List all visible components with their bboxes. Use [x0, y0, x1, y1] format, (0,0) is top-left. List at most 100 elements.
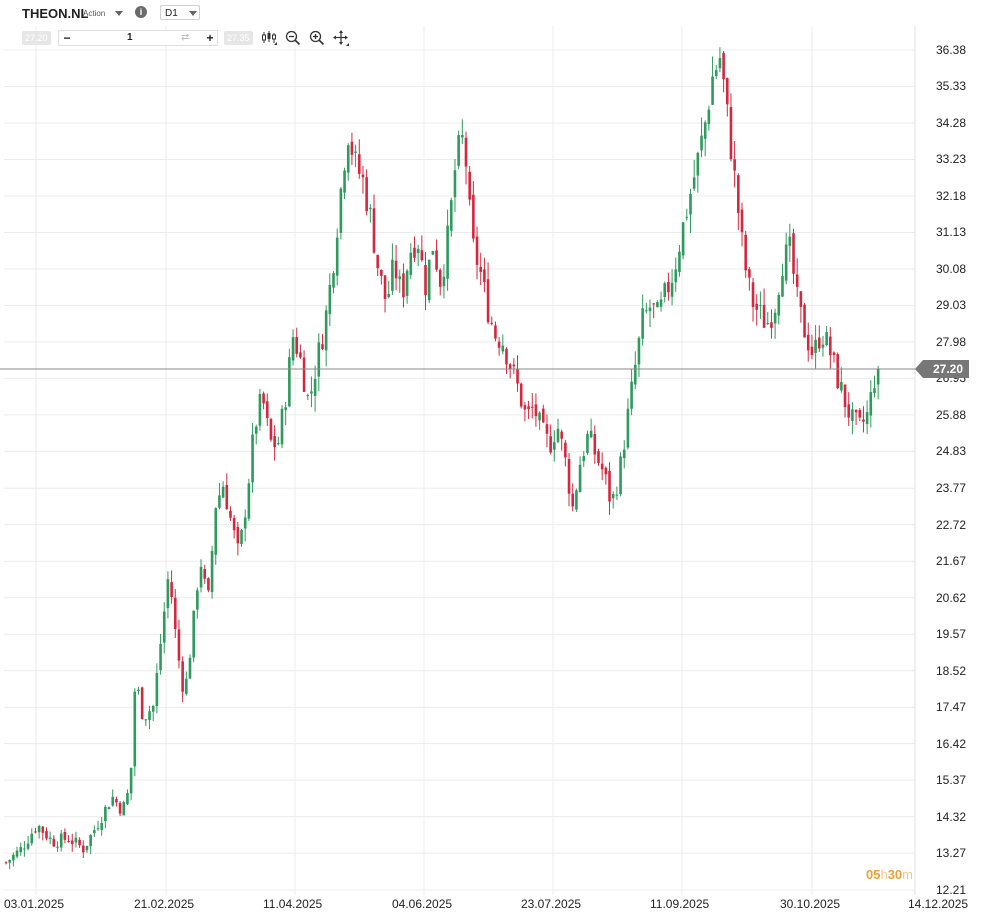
sell-price-button[interactable]: 27.20 — [22, 31, 51, 45]
candle-up — [700, 135, 703, 151]
candle-down — [755, 303, 759, 310]
candle-up — [148, 711, 151, 721]
candle-down — [729, 106, 733, 160]
candle-up — [151, 705, 155, 712]
candle-up — [630, 381, 633, 409]
candle-down — [472, 194, 475, 239]
candle-up — [685, 216, 689, 218]
y-tick-label: 15.37 — [935, 773, 966, 788]
candle-up — [703, 122, 707, 139]
candle-up — [821, 344, 825, 348]
candle-down — [357, 154, 361, 174]
candle-down — [365, 177, 368, 212]
candle-down — [652, 303, 655, 305]
candle-up — [93, 830, 96, 834]
candle-up — [104, 806, 107, 822]
candle-up — [126, 792, 129, 805]
candle-down — [508, 364, 512, 369]
candle-up — [19, 847, 23, 853]
candle-up — [251, 434, 254, 483]
info-icon[interactable]: i — [135, 6, 147, 18]
candle-down — [63, 831, 67, 840]
candle-countdown: 05h30m — [866, 867, 913, 882]
candle-down — [806, 334, 810, 351]
candle-down — [490, 322, 494, 324]
candle-up — [578, 464, 582, 493]
candle-up — [678, 251, 681, 273]
candle-down — [803, 304, 806, 338]
candle-up — [689, 193, 692, 215]
zoom-out-icon[interactable] — [285, 30, 301, 46]
candle-down — [483, 269, 486, 282]
countdown-minutes: 30 — [887, 867, 903, 882]
symbol-dropdown-chevron-down-icon[interactable] — [115, 11, 123, 16]
candle-down — [299, 352, 302, 358]
candle-down — [203, 569, 207, 579]
x-tick-label: 11.04.2025 — [263, 897, 323, 911]
candle-down — [799, 291, 803, 307]
buy-price-button[interactable]: 27.35 — [224, 31, 253, 45]
candle-down — [560, 431, 563, 439]
candles-icon[interactable] — [261, 30, 277, 46]
candle-down — [420, 250, 424, 261]
candle-up — [825, 332, 828, 345]
x-tick-label: 23.07.2025 — [521, 897, 582, 911]
candle-up — [343, 170, 346, 193]
candle-up — [26, 843, 30, 849]
candle-down — [464, 137, 468, 167]
candle-up — [188, 657, 192, 679]
candle-up — [405, 270, 409, 296]
candle-down — [45, 831, 48, 839]
candle-down — [78, 839, 81, 846]
quantity-increase-button[interactable]: + — [206, 31, 214, 45]
crosshair-icon[interactable] — [333, 30, 349, 46]
candle-down — [667, 282, 670, 293]
timeframe-select[interactable]: D1 — [160, 5, 200, 20]
candle-up — [674, 269, 678, 283]
y-tick-label: 12.21 — [935, 883, 966, 897]
candle-down — [70, 840, 74, 845]
candle-down — [512, 364, 516, 367]
candle-down — [541, 408, 545, 423]
candle-down — [468, 171, 471, 200]
candle-up — [15, 850, 19, 857]
y-tick-label: 36.38 — [935, 43, 966, 57]
y-tick-label: 30.08 — [935, 261, 966, 276]
candle-down — [269, 418, 273, 440]
candle-down — [380, 269, 383, 276]
candle-up — [317, 342, 321, 377]
candle-up — [398, 276, 402, 280]
candle-up — [840, 381, 843, 391]
candle-up — [538, 412, 541, 421]
candle-up — [501, 345, 505, 352]
candle-down — [321, 344, 324, 350]
candle-up — [185, 678, 188, 694]
candle-up — [611, 493, 615, 499]
candle-up — [59, 833, 63, 848]
x-tick-label: 03.01.2025 — [4, 897, 65, 911]
candle-up — [681, 222, 685, 256]
candle-up — [641, 308, 644, 339]
zoom-in-icon[interactable] — [309, 30, 325, 46]
candle-up — [814, 339, 817, 353]
candle-down — [770, 322, 773, 328]
candle-up — [696, 152, 700, 176]
swap-icon[interactable]: ⇄ — [181, 32, 190, 43]
quantity-decrease-button[interactable]: − — [63, 31, 71, 45]
y-tick-label: 21.67 — [935, 554, 966, 569]
chevron-down-icon — [189, 11, 197, 16]
quantity-value[interactable]: 1 — [127, 32, 133, 43]
candle-up — [214, 508, 218, 555]
symbol-name[interactable]: THEON.NL — [22, 6, 89, 21]
candle-down — [527, 406, 530, 409]
candle-down — [115, 798, 118, 803]
candle-up — [615, 494, 619, 496]
candle-up — [637, 337, 641, 365]
candle-down — [854, 409, 858, 413]
candle-down — [795, 274, 799, 287]
candle-down — [350, 141, 354, 155]
x-tick-label: 14.12.2025 — [908, 897, 969, 911]
quantity-stepper[interactable]: − 1 ⇄ + — [58, 30, 218, 46]
candle-down — [762, 304, 766, 328]
